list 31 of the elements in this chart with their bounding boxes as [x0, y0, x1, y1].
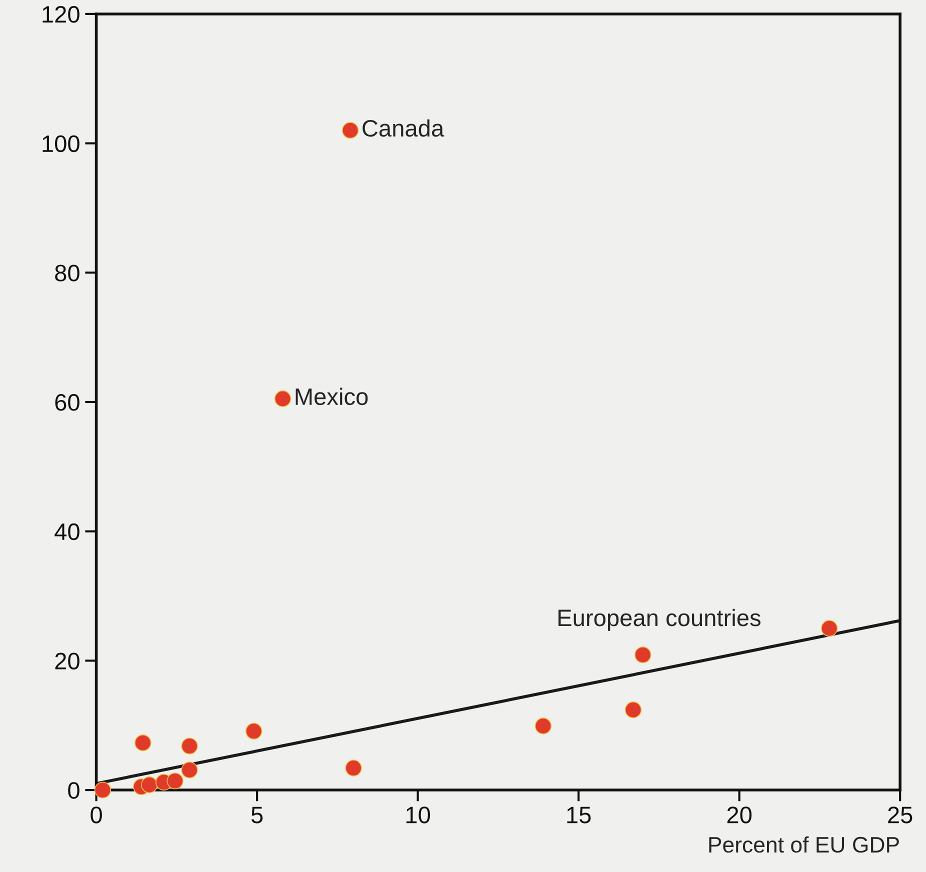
x-tick-label: 25 [888, 806, 912, 824]
y-tick-label: 20 [55, 652, 80, 670]
point [141, 776, 158, 794]
point [821, 620, 838, 637]
x-tick-label: 20 [727, 806, 752, 824]
y-tick-label: 80 [55, 264, 80, 282]
x-tick-label: 10 [406, 806, 430, 824]
point [181, 738, 198, 754]
x-axis-title: Percent of EU GDP [709, 836, 899, 853]
y-tick-label: 40 [54, 523, 80, 540]
y-tick-label: 0 [68, 782, 80, 799]
point [134, 734, 152, 752]
y-tick-label: 120 [42, 6, 80, 23]
y-tick-label: 60 [55, 394, 80, 411]
x-tick-label: 15 [567, 806, 591, 824]
point [634, 646, 652, 664]
point [94, 782, 112, 798]
point [274, 390, 292, 408]
point [166, 772, 184, 790]
x-tick-label: 5 [251, 806, 263, 824]
annotation: Canada [362, 119, 444, 137]
point [534, 718, 552, 734]
annotation: European countries [558, 608, 760, 631]
x-tick-label: 0 [90, 806, 102, 824]
annotation: Mexico [296, 388, 368, 406]
point [345, 760, 362, 776]
point [246, 722, 262, 740]
point [181, 762, 198, 778]
point [342, 122, 359, 139]
point [624, 702, 642, 718]
y-tick-label: 100 [42, 135, 80, 152]
